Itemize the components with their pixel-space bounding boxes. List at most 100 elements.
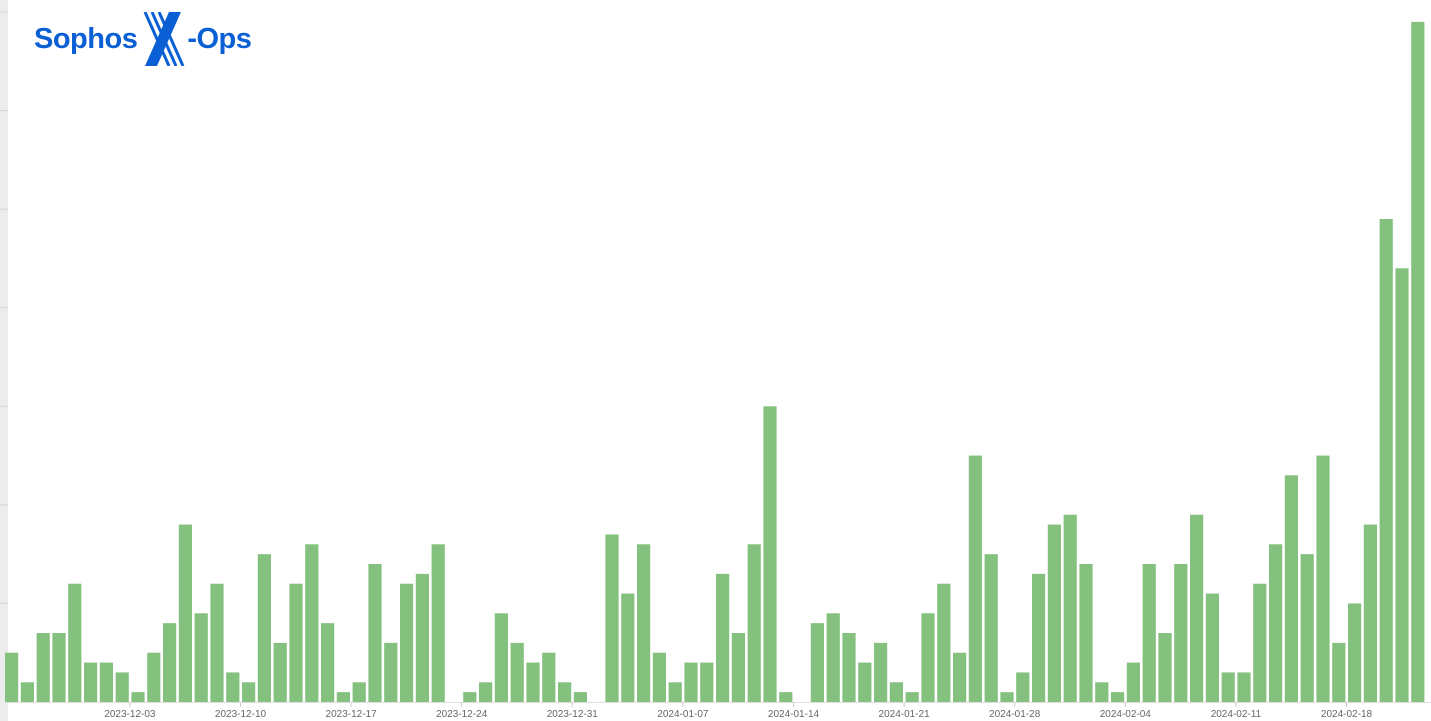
bar-2023-12-17 — [352, 682, 366, 702]
bar-2023-12-18 — [368, 564, 382, 702]
bar-2024-01-16 — [826, 613, 840, 702]
bar-2024-01-19 — [874, 642, 888, 702]
bar-2023-11-26 — [20, 682, 34, 702]
bar-2023-11-27 — [36, 633, 50, 702]
bar-2023-12-27 — [510, 642, 524, 702]
bar-2024-02-13 — [1269, 544, 1283, 702]
bar-2024-01-30 — [1047, 524, 1061, 702]
bar-2024-02-21 — [1395, 268, 1409, 702]
x-tick-label: 2023-12-24 — [436, 709, 488, 720]
bar-2024-01-06 — [668, 682, 682, 702]
bar-2024-01-04 — [637, 544, 651, 702]
bar-2023-12-09 — [226, 672, 240, 702]
bar-2024-01-02 — [605, 534, 619, 702]
x-tick-label: 2024-02-18 — [1321, 709, 1373, 720]
bar-2023-12-13 — [289, 583, 303, 702]
bar-2023-12-28 — [526, 662, 540, 702]
bar-2024-01-23 — [937, 583, 951, 702]
bar-2024-02-14 — [1284, 475, 1298, 702]
bar-2024-01-28 — [1016, 672, 1030, 702]
bar-2023-11-30 — [84, 662, 98, 702]
x-tick-label: 2023-12-10 — [215, 709, 267, 720]
x-tick-label: 2024-01-14 — [768, 709, 820, 720]
logo-text-right: -Ops — [187, 22, 252, 55]
bar-2024-02-04 — [1126, 662, 1140, 702]
bar-2023-12-29 — [542, 652, 556, 702]
bar-2023-12-10 — [242, 682, 256, 702]
bar-2023-12-24 — [463, 692, 477, 702]
x-tick-label: 2024-01-28 — [989, 709, 1041, 720]
bar-2023-12-15 — [321, 623, 335, 702]
bar-2024-02-05 — [1142, 564, 1156, 702]
bar-2024-01-03 — [621, 593, 635, 702]
x-tick-label: 2023-12-03 — [104, 709, 156, 720]
x-mark-icon — [143, 12, 185, 66]
bar-2024-01-20 — [889, 682, 903, 702]
bar-2023-12-25 — [479, 682, 493, 702]
bar-2024-01-15 — [810, 623, 824, 702]
bar-2024-01-18 — [858, 662, 872, 702]
bar-2023-12-22 — [431, 544, 445, 702]
bar-2023-12-14 — [305, 544, 319, 702]
x-tick-label: 2024-02-11 — [1211, 709, 1262, 720]
bar-2024-01-26 — [984, 554, 998, 702]
bar-2023-12-11 — [257, 554, 271, 702]
bar-2023-12-12 — [273, 642, 287, 702]
bar-2024-02-02 — [1095, 682, 1109, 702]
bar-2024-01-11 — [747, 544, 761, 702]
bar-2023-12-01 — [99, 662, 113, 702]
bar-2023-12-20 — [400, 583, 414, 702]
bar-2024-02-08 — [1190, 514, 1204, 702]
logo-text-left: Sophos — [34, 22, 138, 55]
bar-2024-01-22 — [921, 613, 935, 702]
sophos-x-ops-logo: Sophos -Ops — [34, 12, 252, 66]
bar-2023-12-08 — [210, 583, 224, 702]
bar-2024-01-17 — [842, 633, 856, 702]
bar-2024-01-13 — [779, 692, 793, 702]
x-tick-label: 2024-01-21 — [879, 709, 931, 720]
bar-2024-01-24 — [953, 652, 967, 702]
bar-2024-01-25 — [968, 455, 982, 702]
x-tick-label: 2023-12-31 — [547, 709, 599, 720]
bar-2023-11-25 — [5, 652, 19, 702]
bar-2023-12-19 — [384, 642, 398, 702]
bar-2024-01-09 — [716, 573, 730, 702]
bar-2024-01-07 — [684, 662, 698, 702]
bar-2024-02-07 — [1174, 564, 1188, 702]
bar-2024-01-27 — [1000, 692, 1014, 702]
x-tick-label: 2024-01-07 — [657, 709, 709, 720]
x-tick-label: 2023-12-17 — [326, 709, 378, 720]
bar-2024-01-21 — [905, 692, 919, 702]
bar-2023-12-02 — [115, 672, 129, 702]
bar-2024-02-18 — [1348, 603, 1362, 702]
bar-2024-02-10 — [1221, 672, 1235, 702]
bar-2023-12-30 — [558, 682, 572, 702]
bar-2023-12-04 — [147, 652, 161, 702]
bar-2024-02-11 — [1237, 672, 1251, 702]
bar-2024-02-22 — [1411, 21, 1425, 703]
bar-2024-02-01 — [1079, 564, 1093, 702]
bar-2023-12-21 — [415, 573, 429, 702]
bar-2024-01-10 — [731, 633, 745, 702]
bar-2024-02-19 — [1363, 524, 1377, 702]
bar-2023-12-03 — [131, 692, 145, 702]
bar-2024-02-06 — [1158, 633, 1172, 702]
bar-2024-01-29 — [1032, 573, 1046, 702]
bar-2023-11-29 — [68, 583, 82, 702]
bar-2024-01-31 — [1063, 514, 1077, 702]
bar-2023-12-05 — [163, 623, 177, 702]
bar-2023-12-07 — [194, 613, 208, 702]
bar-2024-01-05 — [652, 652, 666, 702]
bar-2024-02-16 — [1316, 455, 1330, 702]
bar-2023-12-26 — [494, 613, 508, 702]
bar-2024-02-03 — [1111, 692, 1125, 702]
bar-2024-01-12 — [763, 406, 777, 702]
bar-2023-11-28 — [52, 633, 66, 702]
bar-2024-02-12 — [1253, 583, 1267, 702]
y-axis-strip — [0, 0, 8, 721]
bar-2024-01-08 — [700, 662, 714, 702]
bar-2023-12-31 — [573, 692, 587, 702]
bar-2024-02-09 — [1205, 593, 1219, 702]
x-tick-label: 2024-02-04 — [1100, 709, 1152, 720]
